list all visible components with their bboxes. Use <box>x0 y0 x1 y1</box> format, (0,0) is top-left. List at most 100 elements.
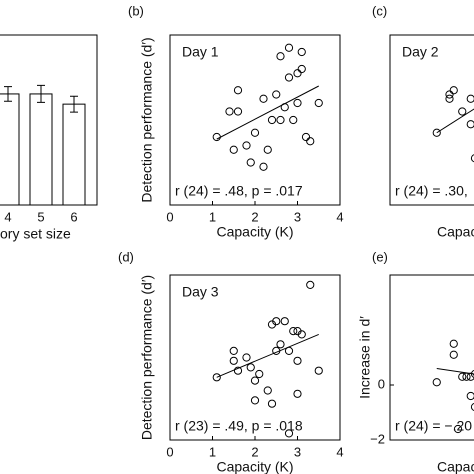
point <box>263 145 272 154</box>
point <box>466 120 474 129</box>
point <box>276 115 285 125</box>
point <box>470 403 474 411</box>
statistics: r (23) = .49, p = .018 <box>175 418 303 434</box>
x-axis-label: ory set size <box>0 226 71 242</box>
x-axis-label: Capacity (K) <box>216 224 293 240</box>
point <box>458 372 467 381</box>
error-bar <box>70 95 78 113</box>
point <box>314 98 323 108</box>
axes-box <box>169 34 341 206</box>
point <box>229 346 238 355</box>
point <box>229 356 238 365</box>
x-axis-label: Capac <box>437 459 474 474</box>
point <box>246 158 255 167</box>
point <box>250 396 260 405</box>
x-axis-label: Capacity (K) <box>216 459 293 474</box>
panel-label: (e) <box>372 249 388 264</box>
point <box>276 340 285 349</box>
x-tick-label: 5 <box>37 209 44 224</box>
point <box>466 94 474 103</box>
point <box>458 107 467 116</box>
point <box>229 145 238 154</box>
point <box>293 389 302 398</box>
x-tick-label: 3 <box>294 209 301 224</box>
point <box>306 137 315 146</box>
y-axis-label: Detection performance (d′) <box>139 275 155 440</box>
point <box>306 280 315 289</box>
point <box>297 47 306 57</box>
point <box>272 317 281 326</box>
point <box>212 373 221 382</box>
point <box>466 391 474 401</box>
panel-label: (c) <box>372 3 387 18</box>
bar <box>62 103 86 206</box>
statistics: r (24) = −.20 <box>395 418 472 434</box>
point <box>284 73 294 82</box>
point <box>280 317 289 326</box>
point <box>246 363 255 372</box>
point <box>289 327 298 336</box>
point <box>259 162 268 171</box>
point <box>289 115 298 125</box>
fit-line <box>216 85 319 140</box>
point <box>449 350 458 359</box>
point <box>250 128 260 137</box>
panel-label: (b) <box>128 3 144 18</box>
point <box>453 424 463 434</box>
x-tick-label: 2 <box>251 444 258 459</box>
x-tick-label: 1 <box>209 444 216 459</box>
bar <box>0 93 20 206</box>
statistics: r (24) = .30, <box>395 183 468 199</box>
point <box>293 69 302 78</box>
point <box>242 141 251 150</box>
axes-box <box>389 274 474 441</box>
point <box>449 339 458 348</box>
x-tick-label: 6 <box>70 209 77 224</box>
x-tick-label: 2 <box>251 209 258 224</box>
error-bar <box>37 84 45 103</box>
point <box>250 376 260 385</box>
point <box>314 366 323 375</box>
x-tick-label: 0 <box>166 444 173 459</box>
point <box>272 90 281 99</box>
point <box>432 128 441 137</box>
point <box>470 154 474 163</box>
bar <box>29 93 53 206</box>
point <box>445 94 454 103</box>
point <box>259 94 268 103</box>
point <box>242 353 251 362</box>
point <box>212 132 221 142</box>
y-axis-label: Increase in d′ <box>357 316 373 399</box>
point <box>293 98 302 108</box>
point <box>225 107 234 116</box>
axes-box <box>169 274 341 441</box>
y-tick-label: 0 <box>378 376 385 391</box>
x-tick-label: 4 <box>336 209 343 224</box>
point <box>233 107 243 116</box>
point <box>267 399 277 408</box>
x-tick-label: 3 <box>294 444 301 459</box>
point <box>297 64 306 74</box>
x-tick-label: 4 <box>336 444 343 459</box>
x-axis-label: Capac <box>437 224 474 240</box>
y-axis-label: Detection performance (d′) <box>139 37 155 202</box>
x-tick-label: 1 <box>209 209 216 224</box>
point <box>276 52 285 61</box>
panel-label: (d) <box>118 249 134 264</box>
axes-box <box>389 34 474 206</box>
point <box>233 86 243 95</box>
point <box>297 330 306 339</box>
point <box>449 86 458 95</box>
point <box>255 369 264 379</box>
statistics: r (24) = .48, p = .017 <box>175 183 303 199</box>
panel-title: Day 1 <box>182 44 219 60</box>
x-tick-label: 4 <box>4 209 11 224</box>
panel-title: Day 3 <box>182 284 219 300</box>
point <box>263 386 272 395</box>
point <box>462 372 471 381</box>
error-bar <box>4 86 12 102</box>
point <box>445 90 454 99</box>
point <box>293 356 302 365</box>
fit-line <box>436 368 474 375</box>
